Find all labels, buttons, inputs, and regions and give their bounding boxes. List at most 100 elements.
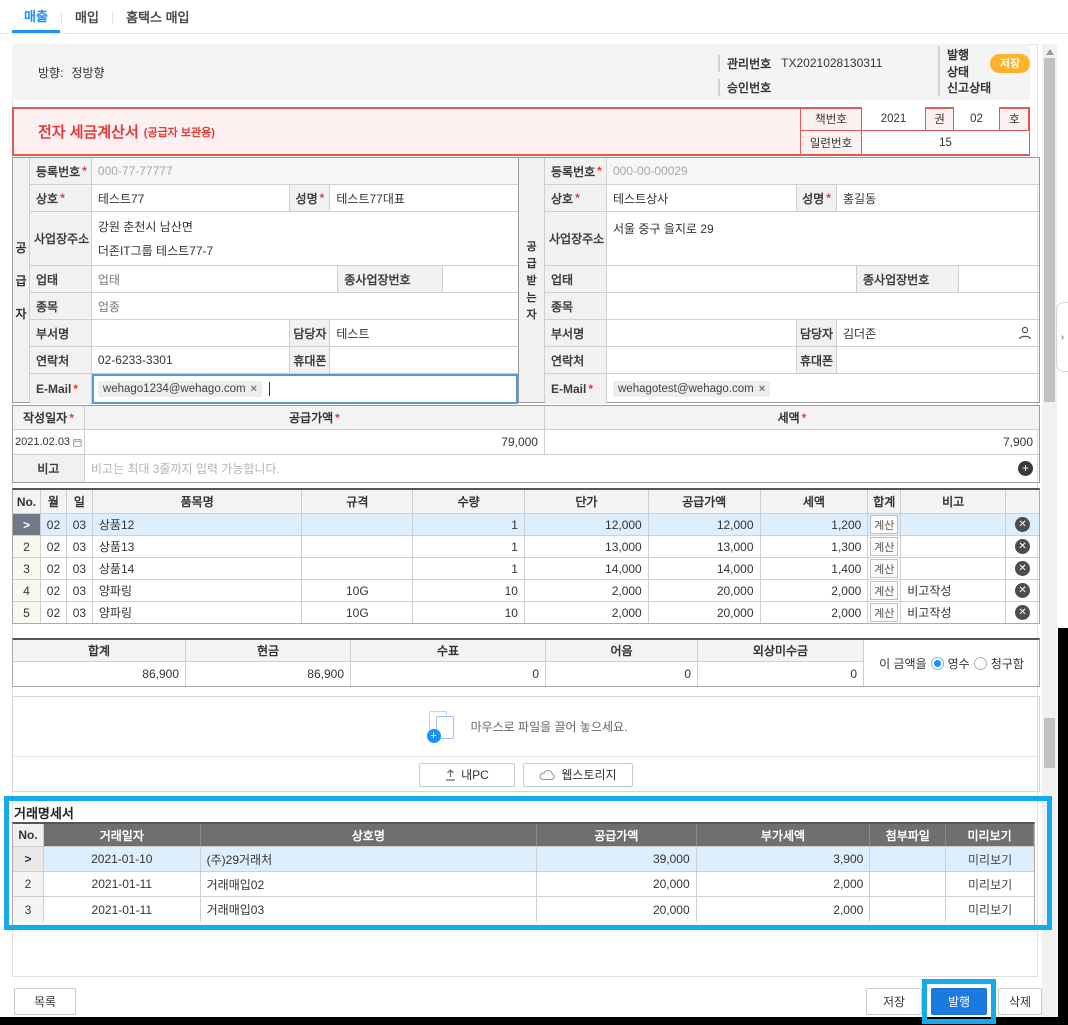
buyer-ceo-input[interactable]: 홍길동 xyxy=(837,185,1039,211)
item-col-qty: 수량 xyxy=(413,490,525,513)
calc-button[interactable]: 계산 xyxy=(870,603,898,622)
calc-button[interactable]: 계산 xyxy=(870,581,898,600)
supplier-contact-input[interactable]: 02-6233-3301 xyxy=(92,347,291,373)
delete-row-icon[interactable]: ✕ xyxy=(1015,583,1030,598)
item-row-1[interactable]: > 02 03 상품12 1 12,000 12,000 1,200 계산 ✕ xyxy=(13,514,1039,536)
buyer-dept-input[interactable] xyxy=(607,320,797,346)
statement-row-2[interactable]: 2 2021-01-11 거래매입02 20,000 2,000 미리보기 xyxy=(13,872,1034,897)
web-storage-button[interactable]: 웹스토리지 xyxy=(523,763,633,787)
supplier-subbizno-input[interactable] xyxy=(443,266,518,292)
item-row-4[interactable]: 4 02 03 양파링 10G 10 2,000 20,000 2,000 계산… xyxy=(13,580,1039,602)
delete-button[interactable]: 삭제 xyxy=(998,988,1042,1015)
delete-row-icon[interactable]: ✕ xyxy=(1015,561,1030,576)
supplier-ceo-input[interactable]: 테스트77대표 xyxy=(330,185,518,211)
item-row-5[interactable]: 5 02 03 양파링 10G 10 2,000 20,000 2,000 계산… xyxy=(13,602,1039,623)
item-col-supply: 공급가액 xyxy=(649,490,761,513)
item-row-3[interactable]: 3 02 03 상품14 1 14,000 14,000 1,400 계산 ✕ xyxy=(13,558,1039,580)
scrollbar-thumb-secondary[interactable] xyxy=(1044,718,1055,768)
remove-chip-icon[interactable]: × xyxy=(251,383,257,395)
tax-amount-input[interactable]: 7,900 xyxy=(545,430,1039,454)
book-no-label: 책번호 xyxy=(801,107,861,130)
item-row-selector[interactable]: 4 xyxy=(13,580,41,601)
supply-amount-input[interactable]: 79,000 xyxy=(85,430,545,454)
item-row-selector[interactable]: 2 xyxy=(13,536,41,557)
receipt-radio[interactable] xyxy=(931,657,944,670)
supplier-email-chip: wehago1234@wehago.com × xyxy=(98,381,262,397)
buyer-contact-input[interactable] xyxy=(607,347,797,373)
my-pc-button[interactable]: 내PC xyxy=(419,763,515,787)
delete-row-icon[interactable]: ✕ xyxy=(1015,605,1030,620)
person-icon[interactable] xyxy=(1017,325,1033,341)
supplier-subbizno-label: 종사업장번호 xyxy=(338,266,443,292)
buyer-subbizno-input[interactable] xyxy=(959,266,1039,292)
direction-field: 방향: 정방향 xyxy=(38,44,105,100)
stmt-row-selector[interactable]: 2 xyxy=(13,872,44,896)
note-bill-value[interactable]: 0 xyxy=(546,662,698,686)
item-row-selector[interactable]: 5 xyxy=(13,602,41,623)
vertical-scrollbar[interactable] xyxy=(1042,44,1057,1025)
item-row-selector[interactable]: 3 xyxy=(13,558,41,579)
statement-row-3[interactable]: 3 2021-01-11 거래매입03 20,000 2,000 미리보기 xyxy=(13,897,1034,922)
stmt-row-selector[interactable]: > xyxy=(13,847,44,871)
note-input[interactable]: 비고는 최대 3줄까지 입력 가능합니다. + xyxy=(85,455,1039,482)
list-button[interactable]: 목록 xyxy=(14,988,76,1015)
item-row-2[interactable]: 2 02 03 상품13 1 13,000 13,000 1,300 계산 ✕ xyxy=(13,536,1039,558)
buyer-section: 등록번호 000-00-00029 상호 테스트상사 성명 홍길동 사업장주소 … xyxy=(545,158,1039,402)
item-row-selector[interactable]: > xyxy=(13,514,41,535)
claim-radio[interactable] xyxy=(974,657,987,670)
issue-status-field: 발행상태 저장 xyxy=(938,53,1030,73)
book-year-value[interactable]: 2021 xyxy=(861,107,925,130)
stmt-row-selector[interactable]: 3 xyxy=(13,897,44,922)
serial-no-value[interactable]: 15 xyxy=(861,131,1029,154)
item-col-tax: 세액 xyxy=(761,490,869,513)
supplier-email-input[interactable]: wehago1234@wehago.com × xyxy=(92,374,518,404)
stmt-col-name: 상호명 xyxy=(201,824,537,846)
supplier-mobile-input[interactable] xyxy=(330,347,518,373)
save-button[interactable]: 저장 xyxy=(866,988,922,1015)
buyer-address-input[interactable]: 서울 중구 을지로 29 xyxy=(607,212,1039,265)
scrollbar-up-arrow[interactable] xyxy=(1046,49,1054,55)
buyer-email-input[interactable]: wehagotest@wehago.com × xyxy=(607,374,1039,404)
check-value[interactable]: 0 xyxy=(351,662,546,686)
preview-link[interactable]: 미리보기 xyxy=(946,897,1034,922)
tab-sales[interactable]: 매출 xyxy=(12,1,60,33)
supplier-bizitem-input[interactable]: 업종 xyxy=(92,293,518,319)
calc-button[interactable]: 계산 xyxy=(870,537,898,556)
buyer-manager-input[interactable]: 김더존 xyxy=(837,320,1039,346)
write-date-input[interactable]: 2021.02.03 xyxy=(13,430,85,454)
radio-prefix: 이 금액을 xyxy=(879,655,927,672)
statement-table: No. 거래일자 상호명 공급가액 부가세액 첨부파일 미리보기 > 2021-… xyxy=(12,822,1035,927)
buyer-biztype-input[interactable] xyxy=(607,266,857,292)
delete-row-icon[interactable]: ✕ xyxy=(1015,517,1030,532)
cash-value[interactable]: 86,900 xyxy=(186,662,351,686)
book-no-value[interactable]: 02 xyxy=(953,107,999,130)
supplier-address-line1: 강원 춘천시 남산면 xyxy=(98,218,193,235)
preview-link[interactable]: 미리보기 xyxy=(946,872,1034,896)
supplier-biztype-input[interactable]: 업태 xyxy=(92,266,338,292)
tab-hometax-purchase[interactable]: 홈택스 매입 xyxy=(114,1,201,33)
calc-button[interactable]: 계산 xyxy=(870,515,898,534)
scrollbar-thumb[interactable] xyxy=(1044,58,1055,402)
issue-button[interactable]: 발행 xyxy=(931,988,987,1015)
add-note-icon[interactable]: + xyxy=(1018,461,1033,476)
credit-value[interactable]: 0 xyxy=(698,662,863,686)
buyer-bizitem-input[interactable] xyxy=(607,293,1039,319)
statement-row-1[interactable]: > 2021-01-10 (주)29거래처 39,000 3,900 미리보기 xyxy=(13,847,1034,872)
remove-chip-icon[interactable]: × xyxy=(759,383,765,395)
side-panel-toggle[interactable]: › xyxy=(1056,302,1068,372)
file-drop-zone[interactable]: + 마우스로 파일을 끌어 놓으세요. xyxy=(13,697,1039,756)
buyer-email-label: E-Mail xyxy=(545,374,607,404)
calc-button[interactable]: 계산 xyxy=(870,559,898,578)
buyer-company-input[interactable]: 테스트상사 xyxy=(607,185,797,211)
supplier-company-input[interactable]: 테스트77 xyxy=(92,185,291,211)
calendar-icon[interactable] xyxy=(73,436,82,449)
supplier-manager-input[interactable]: 테스트 xyxy=(330,320,518,346)
supplier-address-input[interactable]: 강원 춘천시 남산면 더존IT그룹 테스트77-7 xyxy=(92,212,518,265)
buyer-mobile-input[interactable] xyxy=(837,347,1039,373)
statement-title: 거래명세서 xyxy=(14,803,74,822)
supplier-regno-value: 000-77-77777 xyxy=(92,158,518,184)
supplier-dept-input[interactable] xyxy=(92,320,291,346)
delete-row-icon[interactable]: ✕ xyxy=(1015,539,1030,554)
preview-link[interactable]: 미리보기 xyxy=(946,847,1034,871)
tab-purchase[interactable]: 매입 xyxy=(63,1,111,33)
